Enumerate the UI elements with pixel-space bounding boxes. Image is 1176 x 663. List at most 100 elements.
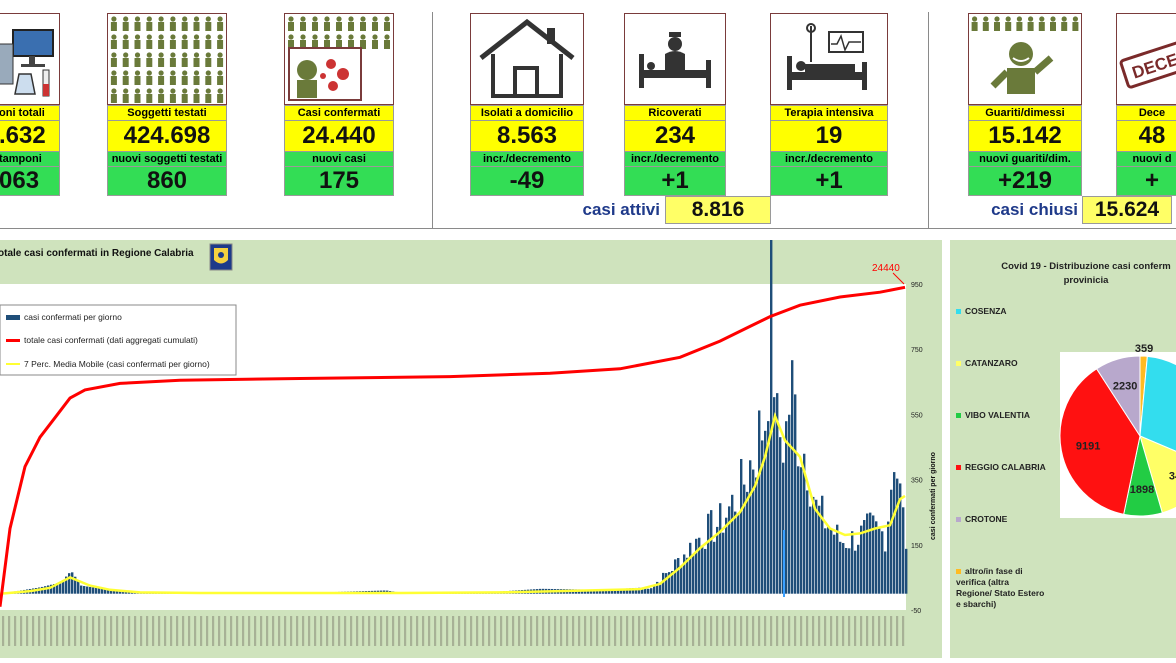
pie-slice-label: 9191 xyxy=(1076,441,1100,453)
x-tick-mark xyxy=(896,616,899,646)
x-tick-mark xyxy=(278,616,281,646)
daily-bar xyxy=(602,589,605,594)
daily-bar xyxy=(785,421,788,594)
x-tick-mark xyxy=(32,616,35,646)
soggetti-sub-value: 860 xyxy=(107,166,227,196)
x-tick-mark xyxy=(410,616,413,646)
cumulative-line xyxy=(0,285,906,607)
ricoverati-label: Ricoverati xyxy=(624,105,726,121)
daily-bar xyxy=(86,586,89,594)
casi-chiusi-value: 15.624 xyxy=(1082,196,1172,224)
daily-bar xyxy=(605,589,608,594)
pie-panel: Covid 19 - Distribuzione casi conferm pr… xyxy=(950,240,1176,658)
daily-bar xyxy=(833,534,836,594)
x-tick-mark xyxy=(374,616,377,646)
x-tick-mark xyxy=(512,616,515,646)
x-tick-mark xyxy=(776,616,779,646)
daily-bar xyxy=(617,588,620,594)
daily-bars xyxy=(2,212,908,594)
pie-legend-crotone: CROTONE xyxy=(956,514,1007,525)
daily-bar xyxy=(887,521,890,594)
x-tick-mark xyxy=(674,616,677,646)
daily-bar xyxy=(104,589,107,594)
daily-bar xyxy=(875,521,878,594)
x-tick-mark xyxy=(614,616,617,646)
daily-bar xyxy=(746,491,749,594)
y-tick-label: 550 xyxy=(911,412,923,419)
x-tick-mark xyxy=(746,616,749,646)
daily-bar xyxy=(629,588,632,594)
x-tick-mark xyxy=(116,616,119,646)
ricoverati-icon-box xyxy=(624,13,726,105)
pie-legend-vibo: VIBO VALENTIA xyxy=(956,410,1030,421)
daily-bar xyxy=(809,506,812,594)
tamponi-sub-value: 063 xyxy=(0,166,60,196)
x-tick-mark xyxy=(494,616,497,646)
x-tick-mark xyxy=(188,616,191,646)
daily-bar xyxy=(677,558,680,594)
x-tick-mark xyxy=(212,616,215,646)
daily-bar xyxy=(905,548,908,594)
daily-bar xyxy=(800,467,803,594)
chart-title: otale casi confermati in Regione Calabri… xyxy=(0,248,194,259)
x-tick-mark xyxy=(122,616,125,646)
x-tick-mark xyxy=(386,616,389,646)
daily-bar xyxy=(716,526,719,594)
hospital-bed-icon xyxy=(639,32,711,88)
daily-bar xyxy=(890,489,893,594)
x-tick-mark xyxy=(620,616,623,646)
daily-bar xyxy=(638,587,641,594)
x-tick-mark xyxy=(578,616,581,646)
daily-bar xyxy=(686,557,689,594)
x-tick-mark xyxy=(320,616,323,646)
cases-chart: otale casi confermati in Regione Calabri… xyxy=(0,212,937,646)
x-tick-mark xyxy=(686,616,689,646)
x-tick-mark xyxy=(824,616,827,646)
daily-bar xyxy=(590,589,593,594)
x-tick-mark xyxy=(638,616,641,646)
daily-bar xyxy=(626,588,629,594)
x-tick-mark xyxy=(518,616,521,646)
chart-legend: casi confermati per giorno totale casi c… xyxy=(0,304,237,376)
daily-bar xyxy=(854,550,857,594)
x-tick-mark xyxy=(326,616,329,646)
daily-bar xyxy=(722,532,725,594)
x-tick-mark xyxy=(500,616,503,646)
daily-bar xyxy=(68,573,71,594)
x-tick-mark xyxy=(836,616,839,646)
daily-bar xyxy=(821,495,824,594)
virus-sneeze-icon xyxy=(288,16,390,101)
x-tick-mark xyxy=(260,616,263,646)
daily-bar xyxy=(674,559,677,594)
x-tick-mark xyxy=(80,616,83,646)
x-tick-mark xyxy=(650,616,653,646)
x-tick-mark xyxy=(146,616,149,646)
x-tick-mark xyxy=(704,616,707,646)
x-tick-mark xyxy=(692,616,695,646)
x-tick-mark xyxy=(152,616,155,646)
daily-bar xyxy=(680,566,683,594)
daily-bar xyxy=(107,589,110,594)
y-tick-label: 350 xyxy=(911,478,923,485)
x-tick-mark xyxy=(716,616,719,646)
confermati-icon-box xyxy=(284,13,394,105)
casi-chiusi-label: casi chiusi xyxy=(991,200,1078,219)
daily-bar xyxy=(53,584,56,594)
daily-bar xyxy=(665,573,668,594)
daily-bar xyxy=(884,551,887,594)
daily-bar xyxy=(755,477,758,594)
pie-slice-label: 2230 xyxy=(1113,380,1137,392)
daily-bar xyxy=(797,466,800,594)
daily-bar xyxy=(110,589,113,594)
x-tick-mark xyxy=(200,616,203,646)
x-tick-mark xyxy=(626,616,629,646)
x-tick-mark xyxy=(104,616,107,646)
deceased-stamp-icon: DECE xyxy=(1119,35,1176,89)
pie-slice xyxy=(1095,355,1141,438)
terapia-sub-label: incr./decremento xyxy=(770,151,888,167)
daily-bar xyxy=(101,588,104,594)
daily-bar xyxy=(77,581,80,594)
daily-bar xyxy=(65,576,68,594)
daily-bar xyxy=(731,494,734,594)
tested-people-grid-icon xyxy=(110,16,224,103)
